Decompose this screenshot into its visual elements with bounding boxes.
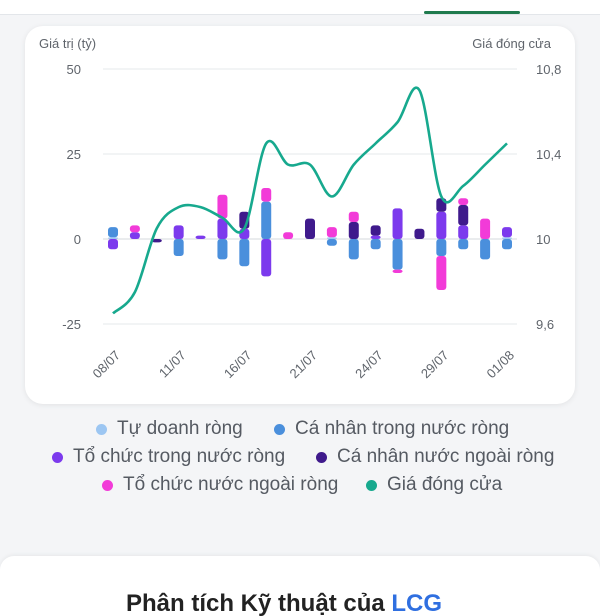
x-tick-label: 16/07 bbox=[221, 348, 255, 382]
bar-segment-ca-nhan-trong-nuoc bbox=[370, 239, 381, 250]
section-title-text: Phân tích Kỹ thuật của bbox=[126, 590, 385, 616]
legend-dot-to-chuc-nuoc-ngoai bbox=[102, 479, 113, 491]
bar-segment-ca-nhan-nuoc-ngoai bbox=[151, 239, 162, 243]
closing-price-line bbox=[112, 86, 508, 315]
legend-dot-to-chuc-trong-nuoc bbox=[52, 451, 63, 463]
bar-segment-tu-doanh bbox=[326, 237, 337, 239]
legend-label: Cá nhân trong nước ròng bbox=[295, 418, 510, 439]
bar-segment-ca-nhan-nuoc-ngoai bbox=[458, 205, 469, 226]
y-right-tick-label: 10,8 bbox=[536, 62, 561, 77]
bar-segment-tu-doanh bbox=[502, 237, 512, 239]
y-left-tick-label: -25 bbox=[62, 317, 81, 332]
bar-segment-to-chuc-trong-nuoc bbox=[217, 218, 228, 239]
y-right-tick-label: 10,4 bbox=[536, 147, 561, 162]
bar-segment-to-chuc-trong-nuoc bbox=[458, 225, 469, 239]
bar-segment-to-chuc-nuoc-ngoai bbox=[436, 256, 447, 290]
x-tick-label: 01/08 bbox=[484, 348, 518, 382]
bar-segment-to-chuc-nuoc-ngoai bbox=[283, 232, 294, 239]
x-tick-label: 11/07 bbox=[156, 348, 189, 381]
legend-item-ca-nhan-nuoc-ngoai[interactable]: Cá nhân nước ngoài ròng bbox=[316, 446, 554, 468]
legend-item-tu-doanh[interactable]: Tự doanh ròng bbox=[96, 418, 243, 440]
legend-item-ca-nhan-trong-nuoc[interactable]: Cá nhân trong nước ròng bbox=[274, 418, 509, 440]
bar-segment-ca-nhan-trong-nuoc bbox=[173, 239, 184, 256]
legend-label: Giá đóng cửa bbox=[387, 474, 503, 495]
legend-item-to-chuc-nuoc-ngoai[interactable]: Tổ chức nước ngoài ròng bbox=[102, 474, 338, 496]
bar-segment-to-chuc-nuoc-ngoai bbox=[348, 211, 359, 222]
bar-segment-to-chuc-trong-nuoc bbox=[392, 208, 403, 239]
bar-segment-to-chuc-trong-nuoc bbox=[195, 235, 206, 239]
bar-segment-ca-nhan-trong-nuoc bbox=[480, 239, 491, 260]
bar-segment-to-chuc-trong-nuoc bbox=[261, 239, 272, 277]
legend-item-to-chuc-trong-nuoc[interactable]: Tổ chức trong nước ròng bbox=[52, 446, 285, 468]
bar-segment-ca-nhan-trong-nuoc bbox=[392, 239, 403, 270]
bar-segment-ca-nhan-trong-nuoc bbox=[436, 239, 447, 256]
y-left-tick-label: 0 bbox=[74, 232, 81, 247]
legend-label: Tổ chức trong nước ròng bbox=[73, 446, 286, 467]
bar-segment-ca-nhan-trong-nuoc bbox=[326, 239, 337, 246]
bar-segment-ca-nhan-trong-nuoc bbox=[261, 201, 272, 239]
y-right-tick-label: 9,6 bbox=[536, 317, 554, 332]
legend-item-gia-dong-cua[interactable]: Giá đóng cửa bbox=[366, 474, 502, 496]
bar-segment-ca-nhan-trong-nuoc bbox=[108, 227, 118, 238]
top-tab-bar bbox=[0, 0, 600, 15]
bar-segment-ca-nhan-nuoc-ngoai bbox=[414, 228, 425, 239]
bar-segment-ca-nhan-trong-nuoc bbox=[348, 239, 359, 260]
bar-segment-to-chuc-trong-nuoc bbox=[436, 211, 447, 239]
legend-label: Cá nhân nước ngoài ròng bbox=[337, 446, 555, 467]
section-title: Phân tích Kỹ thuật của LCG bbox=[126, 590, 442, 616]
bar-segment-ca-nhan-trong-nuoc bbox=[239, 239, 250, 267]
bar-segment-to-chuc-trong-nuoc bbox=[502, 227, 512, 238]
bar-segment-to-chuc-nuoc-ngoai bbox=[392, 269, 403, 273]
legend-dot-ca-nhan-trong-nuoc bbox=[274, 423, 285, 435]
y-right-tick-label: 10 bbox=[536, 232, 550, 247]
bar-segment-ca-nhan-nuoc-ngoai bbox=[305, 218, 315, 239]
foreign-flow-chart: Giá trị (tỷ) Giá đóng cửa 50 10,8 25 10,4 0 10 -… bbox=[39, 36, 561, 382]
bar-segment-to-chuc-nuoc-ngoai bbox=[217, 194, 228, 219]
bar-segment-ca-nhan-nuoc-ngoai bbox=[370, 225, 381, 236]
legend-dot-tu-doanh bbox=[96, 423, 107, 435]
y-left-axis-label: Giá trị (tỷ) bbox=[39, 36, 96, 51]
legend-dot-gia-dong-cua bbox=[366, 479, 377, 491]
bar-segment-to-chuc-trong-nuoc bbox=[129, 232, 140, 239]
y-right-axis-label: Giá đóng cửa bbox=[472, 36, 552, 51]
y-left-tick-label: 25 bbox=[67, 147, 81, 162]
section-title-ticker[interactable]: LCG bbox=[391, 590, 443, 616]
bar-segment-to-chuc-nuoc-ngoai bbox=[458, 198, 469, 205]
bar-segment-to-chuc-nuoc-ngoai bbox=[480, 218, 491, 239]
legend-label: Tổ chức nước ngoài ròng bbox=[123, 474, 339, 495]
bar-segment-to-chuc-trong-nuoc bbox=[108, 239, 118, 250]
bar-segment-to-chuc-nuoc-ngoai bbox=[261, 188, 272, 202]
bar-segment-ca-nhan-trong-nuoc bbox=[502, 239, 512, 250]
y-left-tick-label: 50 bbox=[67, 62, 81, 77]
bar-segment-to-chuc-trong-nuoc bbox=[173, 225, 184, 239]
bar-segment-to-chuc-trong-nuoc bbox=[370, 235, 381, 239]
legend-dot-ca-nhan-nuoc-ngoai bbox=[316, 451, 327, 463]
x-tick-label: 24/07 bbox=[352, 348, 386, 382]
technical-analysis-card: Phân tích Kỹ thuật của LCG bbox=[0, 556, 600, 616]
active-tab-indicator bbox=[424, 11, 520, 14]
bar-segment-to-chuc-nuoc-ngoai bbox=[129, 225, 140, 233]
x-tick-label: 08/07 bbox=[90, 348, 124, 382]
bar-segment-tu-doanh bbox=[108, 237, 118, 239]
bar-segment-ca-nhan-trong-nuoc bbox=[217, 239, 228, 260]
legend-label: Tự doanh ròng bbox=[117, 418, 243, 439]
x-tick-label: 21/07 bbox=[287, 348, 321, 382]
chart-card: Giá trị (tỷ) Giá đóng cửa 50 10,8 25 10,4 0 10 -… bbox=[25, 26, 575, 404]
bar-segment-ca-nhan-nuoc-ngoai bbox=[348, 222, 359, 239]
chart-legend: Tự doanh ròng Cá nhân trong nước ròng Tổ… bbox=[0, 412, 600, 502]
bar-segment-to-chuc-nuoc-ngoai bbox=[326, 227, 337, 238]
bar-segment-ca-nhan-trong-nuoc bbox=[458, 239, 469, 250]
x-tick-label: 29/07 bbox=[418, 348, 452, 382]
